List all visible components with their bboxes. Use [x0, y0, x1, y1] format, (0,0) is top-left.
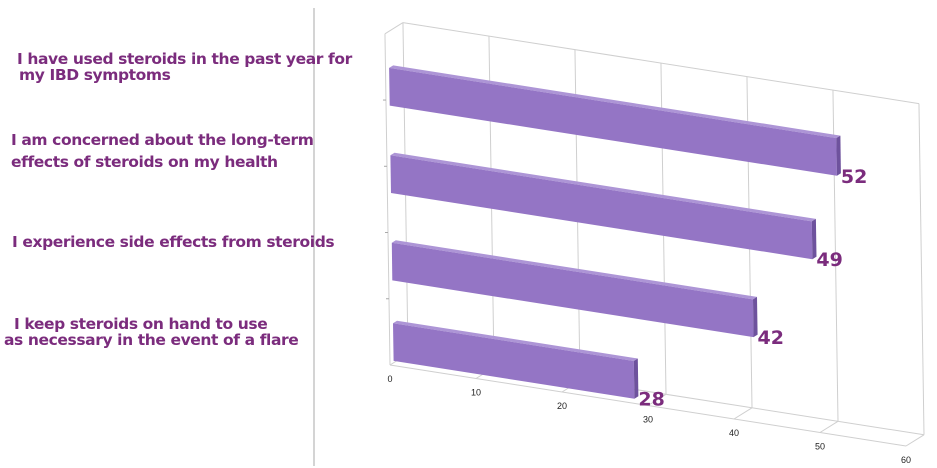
chart-labels: 52 49 42 28 I have used steroids in the past… — [4, 50, 867, 411]
bar-1 — [389, 65, 841, 176]
bar-end-face — [836, 135, 841, 176]
value-label: 42 — [758, 327, 784, 349]
bar-top-face — [390, 152, 816, 222]
x-tick-label: 60 — [901, 455, 911, 465]
back-wall-top-edge — [402, 22, 920, 105]
floor-gridline-60 — [905, 434, 925, 447]
bar-front-face — [393, 323, 635, 399]
bar-front-face — [389, 67, 837, 176]
bar-top-face — [391, 240, 757, 300]
bar-front-face — [391, 242, 754, 338]
category-label: effects of steroids on my health — [11, 153, 278, 171]
bar-top-face — [393, 320, 638, 361]
x-tick-label: 40 — [729, 428, 739, 438]
category-label: my IBD symptoms — [19, 66, 171, 84]
bar-end-face — [633, 358, 639, 399]
value-label: 52 — [841, 166, 867, 188]
floor-gridline-50 — [819, 420, 839, 433]
chart-grid: 0 10 20 30 40 50 60 — [382, 22, 925, 465]
x-tick-label: 0 — [387, 374, 392, 384]
bar-4 — [393, 320, 639, 399]
x-tick-label: 10 — [471, 388, 481, 398]
bar-end-face — [811, 218, 817, 260]
category-label: I have used steroids in the past year fo… — [17, 50, 353, 68]
category-label: I am concerned about the long-term — [11, 131, 313, 149]
floor-gridline-30 — [647, 393, 667, 406]
floor-gridline-40 — [733, 407, 753, 420]
category-label: I experience side effects from steroids — [12, 233, 334, 251]
side-wall-top-edge — [384, 22, 404, 35]
category-label: as necessary in the event of a flare — [4, 331, 298, 349]
gridline-60 — [918, 103, 925, 435]
bar-front-face — [390, 155, 813, 260]
bar-end-face — [753, 296, 758, 338]
bar-top-face — [389, 65, 841, 139]
x-tick-label: 30 — [643, 415, 653, 425]
chart-bars — [389, 65, 841, 399]
side-wall-front-edge — [384, 33, 391, 366]
floor-front-edge — [389, 364, 907, 447]
category-label: I keep steroids on hand to use — [14, 315, 267, 333]
value-label: 49 — [816, 249, 842, 271]
x-tick-label: 20 — [557, 401, 567, 411]
x-tick-label: 50 — [815, 442, 825, 452]
value-label: 28 — [638, 389, 664, 411]
bar-3 — [391, 240, 758, 338]
bar-2 — [390, 152, 817, 260]
